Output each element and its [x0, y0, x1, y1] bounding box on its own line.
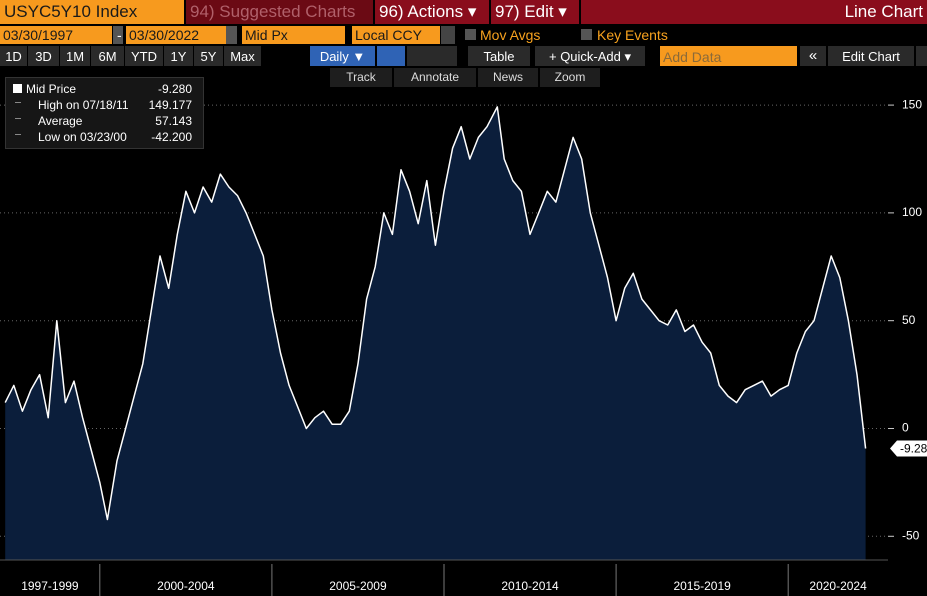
legend-swatch: [13, 84, 22, 93]
period-button[interactable]: YTD: [125, 46, 163, 66]
last-price-tag: -9.28: [890, 440, 927, 457]
period-button[interactable]: 1D: [0, 46, 27, 66]
end-date[interactable]: 03/30/2022: [126, 26, 236, 44]
y-tick-label: 0: [902, 421, 909, 435]
key-events[interactable]: Key Events: [597, 27, 668, 43]
x-group-label: 2000-2004: [157, 579, 215, 593]
line-icon[interactable]: [377, 46, 405, 66]
period-button[interactable]: Max: [224, 46, 261, 66]
legend-label: Mid Price: [26, 82, 77, 96]
period-button[interactable]: 1Y: [164, 46, 193, 66]
tool-button[interactable]: News: [478, 68, 538, 87]
bar-icon[interactable]: [407, 46, 457, 66]
price-field[interactable]: Mid Px: [242, 26, 345, 44]
more[interactable]: [916, 46, 927, 66]
legend-row: Low on 03/23/00 -42.200: [26, 130, 196, 146]
date-sep: -: [117, 27, 122, 43]
period-button[interactable]: 3D: [28, 46, 59, 66]
last-price-box: [890, 440, 927, 457]
mov-avgs[interactable]: Mov Avgs: [480, 27, 541, 43]
legend-row: High on 07/18/11 149.177: [26, 98, 196, 114]
legend-value: -9.280: [157, 82, 192, 96]
legend-connector: [15, 102, 21, 103]
menu-actions[interactable]: 96) Actions ▾: [375, 0, 489, 24]
collapse[interactable]: «: [800, 46, 826, 66]
y-tick-label: 150: [902, 97, 922, 111]
edit-chart[interactable]: Edit Chart: [828, 46, 914, 66]
legend-value: 57.143: [155, 114, 192, 128]
period-button[interactable]: 5Y: [194, 46, 223, 66]
quick-add[interactable]: + Quick-Add ▾: [535, 46, 645, 66]
currency[interactable]: Local CCY: [352, 26, 440, 44]
legend-row: Mid Price -9.280: [26, 82, 196, 98]
x-group-label: 2020-2024: [809, 579, 867, 593]
legend-value: 149.177: [148, 98, 192, 112]
legend-label: High on 07/18/11: [38, 98, 129, 112]
last-price-label: -9.28: [900, 442, 927, 456]
calendar-icon[interactable]: [226, 26, 237, 44]
area: [5, 106, 866, 561]
legend-row: Average 57.143: [26, 114, 196, 130]
legend-label: Average: [38, 114, 83, 128]
legend-connector: [15, 134, 21, 135]
period-button[interactable]: 6M: [91, 46, 124, 66]
chart-kind: Line Chart: [581, 0, 927, 24]
x-group-label: 2010-2014: [501, 579, 559, 593]
menu-edit[interactable]: 97) Edit ▾: [491, 0, 579, 24]
legend-connector: [15, 118, 21, 119]
period-button[interactable]: 1M: [60, 46, 90, 66]
y-tick-label: 50: [902, 313, 916, 327]
tool-button[interactable]: Track: [330, 68, 392, 87]
table-button[interactable]: Table: [468, 46, 530, 66]
checkbox[interactable]: [465, 29, 476, 40]
add-data[interactable]: Add Data: [660, 46, 797, 66]
legend: Mid Price -9.280 High on 07/18/11 149.177 Av…: [5, 77, 204, 149]
y-tick-label: 100: [902, 205, 922, 219]
menu-suggested[interactable]: 94) Suggested Charts: [186, 0, 373, 24]
x-group-label: 2015-2019: [673, 579, 731, 593]
currency-dropdown[interactable]: [441, 26, 455, 44]
frequency[interactable]: Daily ▼: [310, 46, 375, 66]
x-group-label: 1997-1999: [21, 579, 79, 593]
calendar-icon[interactable]: [113, 26, 123, 44]
ticker[interactable]: USYC5Y10 Index: [0, 0, 184, 24]
legend-value: -42.200: [151, 130, 192, 144]
tool-button[interactable]: Annotate: [394, 68, 476, 87]
x-group-label: 2005-2009: [329, 579, 387, 593]
start-date[interactable]: 03/30/1997: [0, 26, 112, 44]
tool-button[interactable]: Zoom: [540, 68, 600, 87]
y-tick-label: -50: [902, 528, 920, 542]
checkbox[interactable]: [581, 29, 592, 40]
line: [4, 106, 867, 521]
legend-label: Low on 03/23/00: [38, 130, 127, 144]
